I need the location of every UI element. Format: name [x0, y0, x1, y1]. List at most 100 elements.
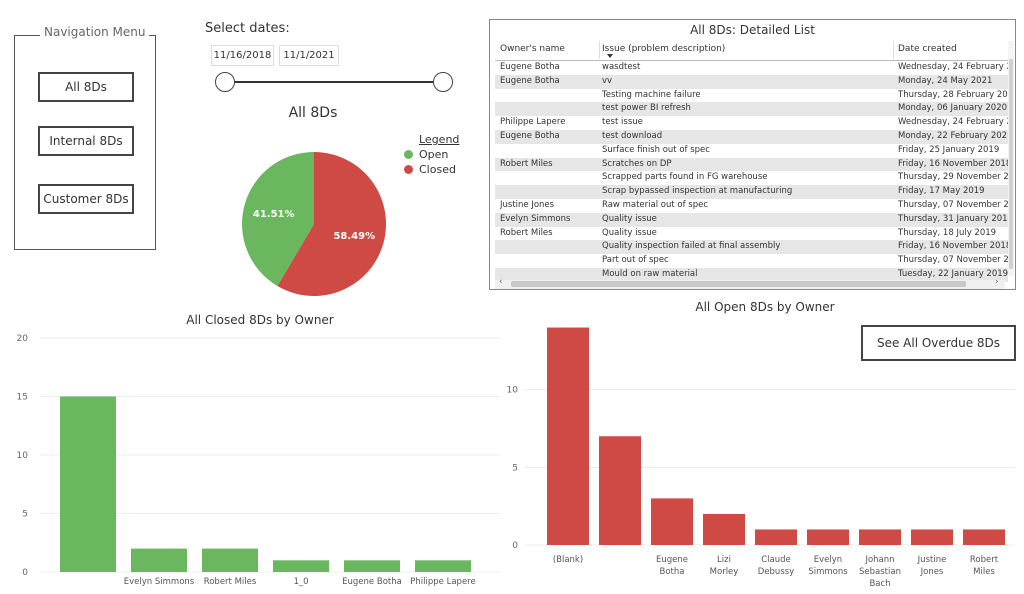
bar[interactable] [202, 548, 258, 572]
bar[interactable] [547, 327, 589, 545]
cell-date: Friday, 16 November 2018 [898, 158, 1008, 169]
table-row[interactable]: Eugene Botha test download Monday, 22 Febr… [495, 129, 1008, 144]
table-row[interactable]: Mould on raw material Tuesday, 22 January… [495, 267, 1008, 282]
table-row[interactable]: Evelyn Simmons Quality issue Thursday, 31 … [495, 212, 1008, 227]
legend-item-closed[interactable]: Closed [404, 163, 456, 176]
bar[interactable] [273, 560, 329, 572]
date-slider-start-handle[interactable] [215, 72, 235, 92]
table-row[interactable]: Scrap bypassed inspection at manufacturi… [495, 185, 1008, 199]
pie-chart-title: All 8Ds [288, 105, 338, 121]
table-row[interactable]: Eugene Botha vv Monday, 24 May 2021 [495, 74, 1008, 89]
pie-slice-open[interactable] [242, 152, 314, 286]
x-tick-label: Botha [660, 567, 685, 577]
pie-chart[interactable]: 58.49% 41.51% [230, 140, 398, 308]
column-header-issue[interactable]: Issue (problem description) [602, 44, 726, 54]
table-row[interactable]: Testing machine failure Thursday, 28 Febr… [495, 89, 1008, 103]
bar[interactable] [703, 513, 745, 545]
table-row[interactable]: Scrapped parts found in FG warehouse Thur… [495, 171, 1008, 185]
start-date-input[interactable]: 11/16/2018 [211, 45, 274, 66]
cell-owner: Justine Jones [500, 199, 555, 210]
cell-issue: Quality inspection failed at final assem… [602, 241, 781, 252]
table-row[interactable]: Surface finish out of spec Friday, 25 Jan… [495, 144, 1008, 158]
x-tick-label: Sebastian [859, 567, 901, 577]
legend-open-label: Open [419, 148, 449, 161]
table-row[interactable]: test power BI refresh Monday, 06 January … [495, 102, 1008, 117]
nav-button-internal-8ds[interactable]: Internal 8Ds [38, 126, 134, 156]
nav-button-all-8ds[interactable]: All 8Ds [38, 72, 134, 102]
horizontal-scrollbar[interactable]: ‹ › [495, 277, 1005, 289]
table-row[interactable]: Robert Miles Quality issue Thursday, 18 Ju… [495, 227, 1008, 241]
scroll-right-icon[interactable]: › [995, 277, 999, 287]
nav-button-customer-8ds[interactable]: Customer 8Ds [38, 184, 134, 214]
y-tick-label: 5 [512, 463, 518, 473]
column-header-owner[interactable]: Owner's name [500, 44, 565, 54]
detailed-list-table: All 8Ds: Detailed List Owner's name Issu… [489, 19, 1016, 290]
x-tick-label: Robert [970, 555, 999, 565]
bar[interactable] [807, 529, 849, 545]
legend-closed-label: Closed [419, 163, 456, 176]
date-slider-end-handle[interactable] [433, 72, 453, 92]
table-row[interactable]: Quality inspection failed at final assem… [495, 240, 1008, 255]
date-range-slider-track[interactable] [224, 81, 443, 83]
cell-issue: Scratches on DP [602, 158, 672, 169]
cell-issue: wasdtest [602, 62, 641, 72]
cell-date: Monday, 22 February 2021 [898, 130, 1008, 141]
bar[interactable] [755, 529, 797, 545]
x-tick-label: Evelyn Simmons [124, 577, 195, 587]
scroll-left-icon[interactable]: ‹ [499, 277, 503, 287]
cell-issue: Quality issue [602, 213, 657, 224]
cell-date: Monday, 06 January 2020 [898, 103, 1008, 114]
cell-issue: Part out of spec [602, 255, 669, 266]
column-divider[interactable] [893, 41, 894, 59]
cell-date: Friday, 17 May 2019 [898, 186, 985, 197]
cell-owner: Robert Miles [500, 158, 553, 169]
table-row[interactable]: Philippe Lapere test issue Wednesday, 24 F… [495, 116, 1008, 130]
cell-owner: Evelyn Simmons [500, 213, 571, 224]
bar[interactable] [963, 529, 1005, 545]
bar[interactable] [651, 498, 693, 545]
bar[interactable] [859, 529, 901, 545]
y-tick-label: 10 [507, 386, 519, 396]
table-header: Owner's name Issue (problem description)… [495, 41, 1010, 61]
horizontal-scrollbar-thumb[interactable] [511, 281, 966, 287]
vertical-scrollbar[interactable] [1008, 41, 1014, 276]
cell-issue: Raw material out of spec [602, 199, 709, 210]
sort-descending-icon [607, 54, 613, 58]
cell-date: Thursday, 29 November 2018 [898, 172, 1008, 183]
x-tick-label: Miles [973, 567, 995, 577]
table-row[interactable]: Justine Jones Raw material out of spec Thu… [495, 199, 1008, 213]
x-tick-label: Johann [864, 555, 894, 565]
see-all-overdue-button[interactable]: See All Overdue 8Ds [861, 325, 1016, 361]
vertical-scrollbar-thumb[interactable] [1009, 59, 1013, 269]
bar[interactable] [131, 548, 187, 572]
cell-date: Friday, 25 January 2019 [898, 144, 1000, 155]
legend-item-open[interactable]: Open [404, 148, 448, 161]
bar[interactable] [344, 560, 400, 572]
cell-date: Wednesday, 24 February 2021 [898, 62, 1008, 72]
bar[interactable] [599, 436, 641, 545]
table-row[interactable]: Robert Miles Scratches on DP Friday, 16 No… [495, 157, 1008, 172]
column-divider[interactable] [599, 41, 600, 59]
bar[interactable] [60, 396, 116, 573]
x-tick-label: Debussy [758, 567, 794, 577]
end-date-input[interactable]: 11/1/2021 [279, 45, 339, 66]
bar[interactable] [415, 560, 471, 572]
cell-owner: Eugene Botha [500, 75, 560, 86]
x-tick-label: Robert Miles [204, 577, 257, 587]
table-row[interactable]: Eugene Botha wasdtest Wednesday, 24 Februa… [495, 61, 1008, 75]
x-tick-label: Bach [869, 579, 890, 589]
cell-issue: Scrapped parts found in FG warehouse [602, 172, 768, 183]
x-tick-label: Justine [917, 555, 947, 565]
table-row[interactable]: Part out of spec Thursday, 07 November 20… [495, 254, 1008, 268]
x-tick-label: Evelyn [814, 555, 842, 565]
cell-issue: Surface finish out of spec [602, 144, 710, 155]
cell-date: Thursday, 07 November 2019 [898, 255, 1008, 266]
y-tick-label: 5 [22, 510, 28, 520]
y-tick-label: 0 [22, 568, 28, 578]
bar[interactable] [911, 529, 953, 545]
pie-slice-closed[interactable] [277, 152, 386, 296]
y-tick-label: 0 [512, 541, 518, 551]
column-header-date[interactable]: Date created [898, 44, 957, 54]
cell-issue: test download [602, 130, 663, 141]
